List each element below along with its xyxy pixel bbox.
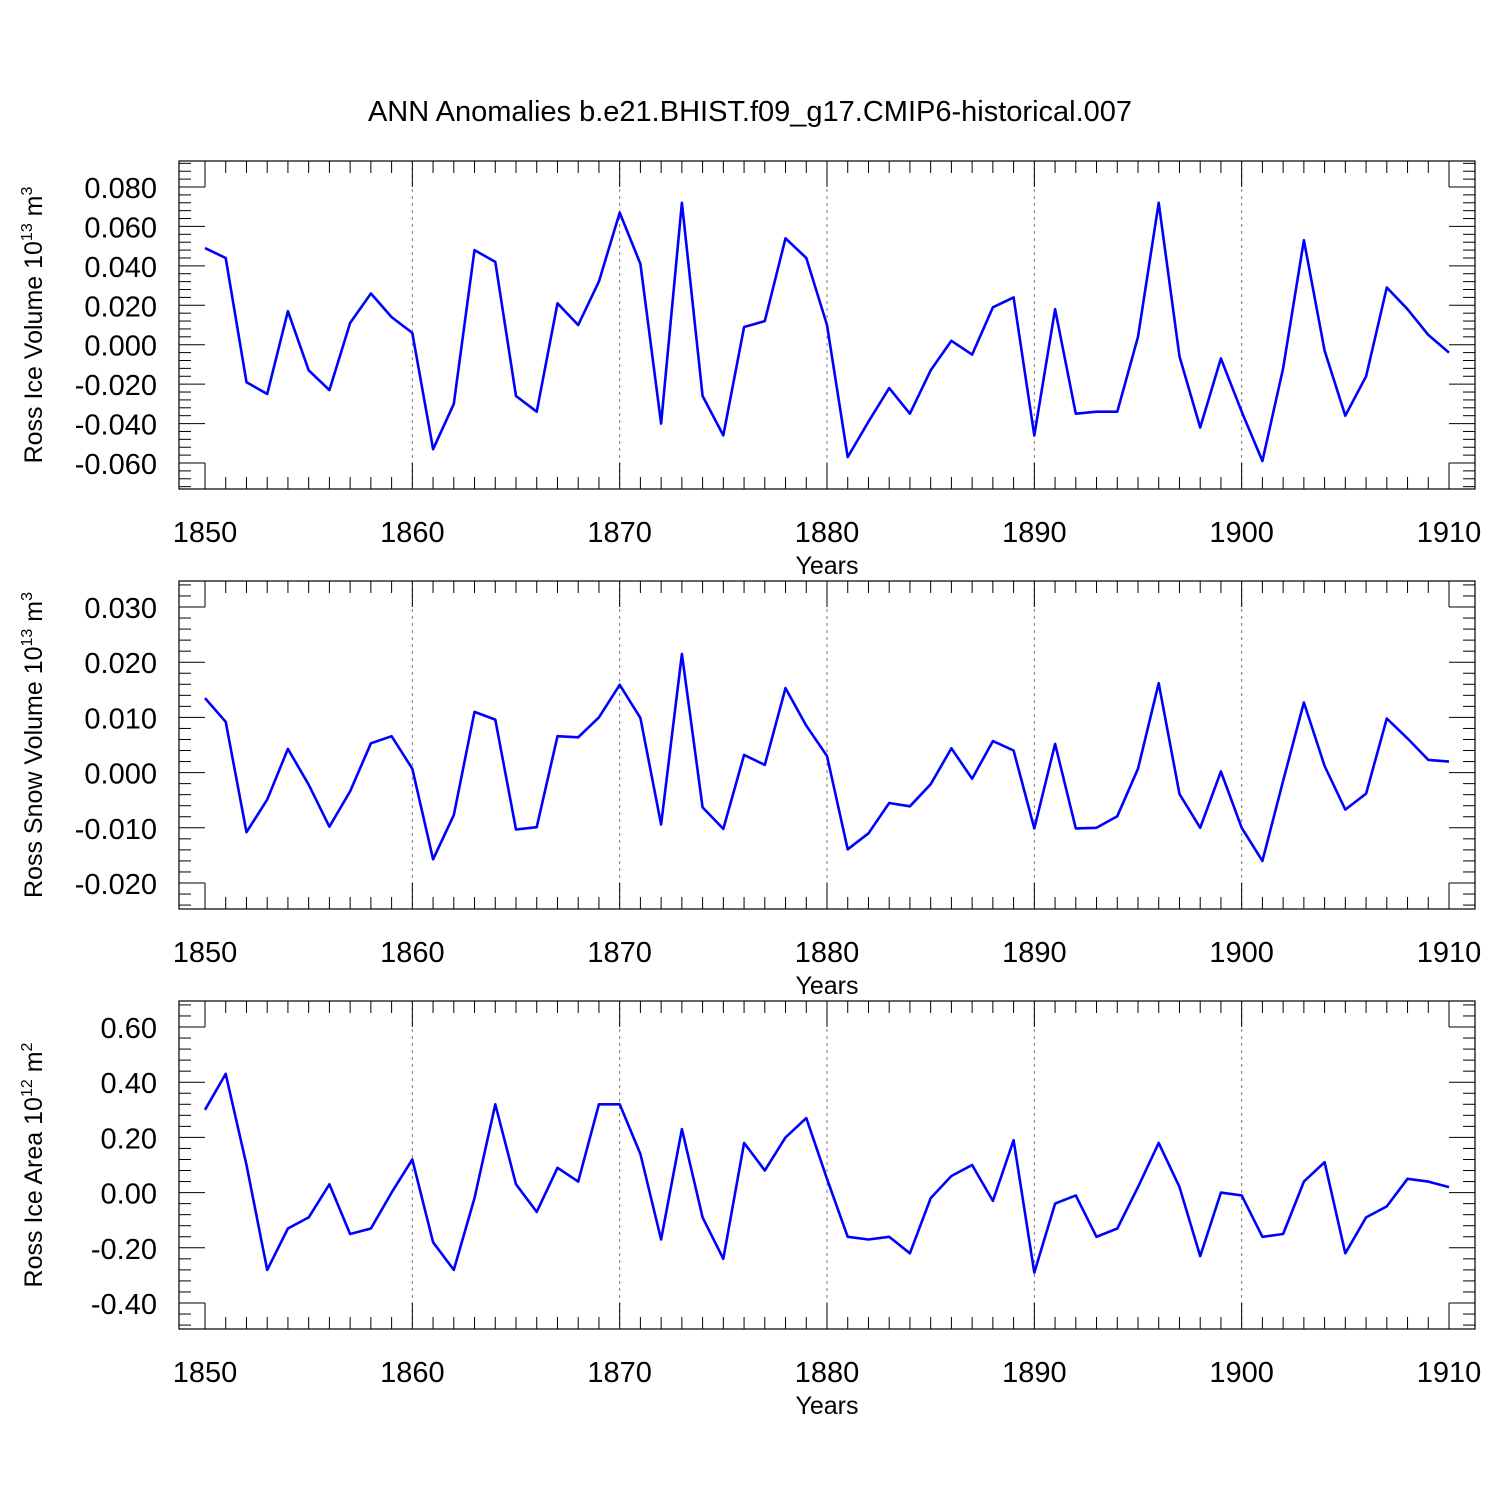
x-tick-label: 1880 <box>795 1357 860 1389</box>
y-tick-label: 0.000 <box>84 331 157 363</box>
page-title: ANN Anomalies b.e21.BHIST.f09_g17.CMIP6-… <box>367 96 1133 128</box>
x-tick-label: 1910 <box>1417 937 1482 969</box>
series-line <box>204 201 1450 463</box>
x-tick-label: 1870 <box>587 1357 652 1389</box>
x-tick-label: 1900 <box>1209 937 1274 969</box>
panel-snow-volume: -0.020 -0.010 0.000 0.010 0.020 0.030 1850 1860… <box>19 580 1482 1000</box>
x-tick-label: 1860 <box>380 1357 445 1389</box>
x-tick-label: 1870 <box>587 517 652 549</box>
x-tick-label: 1890 <box>1002 517 1067 549</box>
series-line <box>204 652 1450 863</box>
y-tick-label: 0.20 <box>101 1123 157 1155</box>
x-tick-label: 1900 <box>1209 1357 1274 1389</box>
x-tick-label: 1850 <box>173 937 238 969</box>
x-tick-label: 1910 <box>1417 1357 1482 1389</box>
y-tick-label: -0.020 <box>75 869 157 901</box>
y-axis-label: Ross Ice Area 1012 m2 <box>19 1042 48 1287</box>
y-tick-label: 0.060 <box>84 212 157 244</box>
x-tick-label: 1850 <box>173 517 238 549</box>
x-axis-label: Years <box>795 552 858 580</box>
series-line <box>203 1072 1450 1274</box>
y-tick-label: -0.20 <box>91 1234 157 1266</box>
y-axis-label: Ross Snow Volume 1013 m3 <box>19 592 48 898</box>
x-tick-label: 1860 <box>380 517 445 549</box>
y-tick-label: -0.010 <box>75 814 157 846</box>
y-tick-label: 0.040 <box>84 252 157 284</box>
y-tick-label: 0.010 <box>84 703 157 735</box>
panel-ice-area: -0.40 -0.20 0.00 0.20 0.40 0.60 1850 1860 1870 18… <box>19 1000 1482 1420</box>
y-tick-label: -0.020 <box>75 370 157 402</box>
x-tick-label: 1880 <box>795 517 860 549</box>
y-tick-label: 0.60 <box>101 1013 157 1045</box>
y-tick-label: 0.020 <box>84 291 157 323</box>
y-tick-label: -0.040 <box>75 410 157 442</box>
y-tick-label: -0.40 <box>91 1289 157 1321</box>
y-tick-label: 0.080 <box>84 173 157 205</box>
x-tick-label: 1870 <box>587 937 652 969</box>
x-tick-label: 1890 <box>1002 1357 1067 1389</box>
y-tick-label: 0.00 <box>101 1179 157 1211</box>
panel-ice-volume: -0.060 -0.040 -0.020 0.000 0.020 0.040 0.060 0.… <box>19 160 1482 580</box>
y-axis-label: Ross Ice Volume 1013 m3 <box>19 186 48 463</box>
y-tick-label: 0.40 <box>101 1068 157 1100</box>
x-tick-label: 1860 <box>380 937 445 969</box>
y-tick-label: 0.000 <box>84 759 157 791</box>
x-tick-label: 1850 <box>173 1357 238 1389</box>
x-tick-label: 1900 <box>1209 517 1274 549</box>
x-tick-label: 1880 <box>795 937 860 969</box>
y-tick-label: -0.060 <box>75 449 157 481</box>
x-axis-label: Years <box>795 972 858 1000</box>
x-axis-label: Years <box>795 1392 858 1420</box>
x-tick-label: 1910 <box>1417 517 1482 549</box>
y-tick-label: 0.030 <box>84 593 157 625</box>
x-tick-label: 1890 <box>1002 937 1067 969</box>
y-tick-label: 0.020 <box>84 648 157 680</box>
